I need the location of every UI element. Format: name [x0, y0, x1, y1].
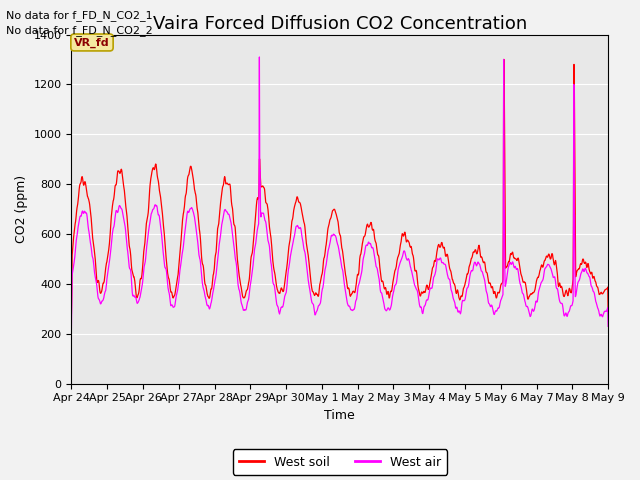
Line: West air: West air	[72, 57, 608, 329]
Y-axis label: CO2 (ppm): CO2 (ppm)	[15, 175, 28, 243]
West soil	[493, 294, 501, 300]
West air	[174, 287, 182, 292]
X-axis label: Time: Time	[324, 409, 355, 422]
West air	[424, 297, 431, 303]
West soil	[68, 311, 76, 317]
West air	[604, 324, 612, 329]
Text: VR_fd: VR_fd	[74, 37, 110, 48]
Title: Vaira Forced Diffusion CO2 Concentration: Vaira Forced Diffusion CO2 Concentration	[152, 15, 527, 33]
Line: West soil: West soil	[72, 60, 608, 314]
West soil	[500, 57, 508, 62]
Text: No data for f_FD_N_CO2_1: No data for f_FD_N_CO2_1	[6, 11, 153, 22]
West air	[68, 326, 76, 332]
Legend: West soil, West air: West soil, West air	[232, 449, 447, 475]
West soil	[423, 282, 431, 288]
West air	[187, 205, 195, 211]
West soil	[187, 163, 195, 169]
West soil	[247, 257, 255, 263]
West soil	[541, 257, 548, 263]
West soil	[604, 308, 612, 314]
West air	[541, 266, 548, 272]
West air	[493, 307, 501, 312]
West soil	[174, 274, 182, 279]
Text: No data for f_FD_N_CO2_2: No data for f_FD_N_CO2_2	[6, 25, 153, 36]
West air	[247, 279, 255, 285]
West air	[255, 54, 263, 60]
